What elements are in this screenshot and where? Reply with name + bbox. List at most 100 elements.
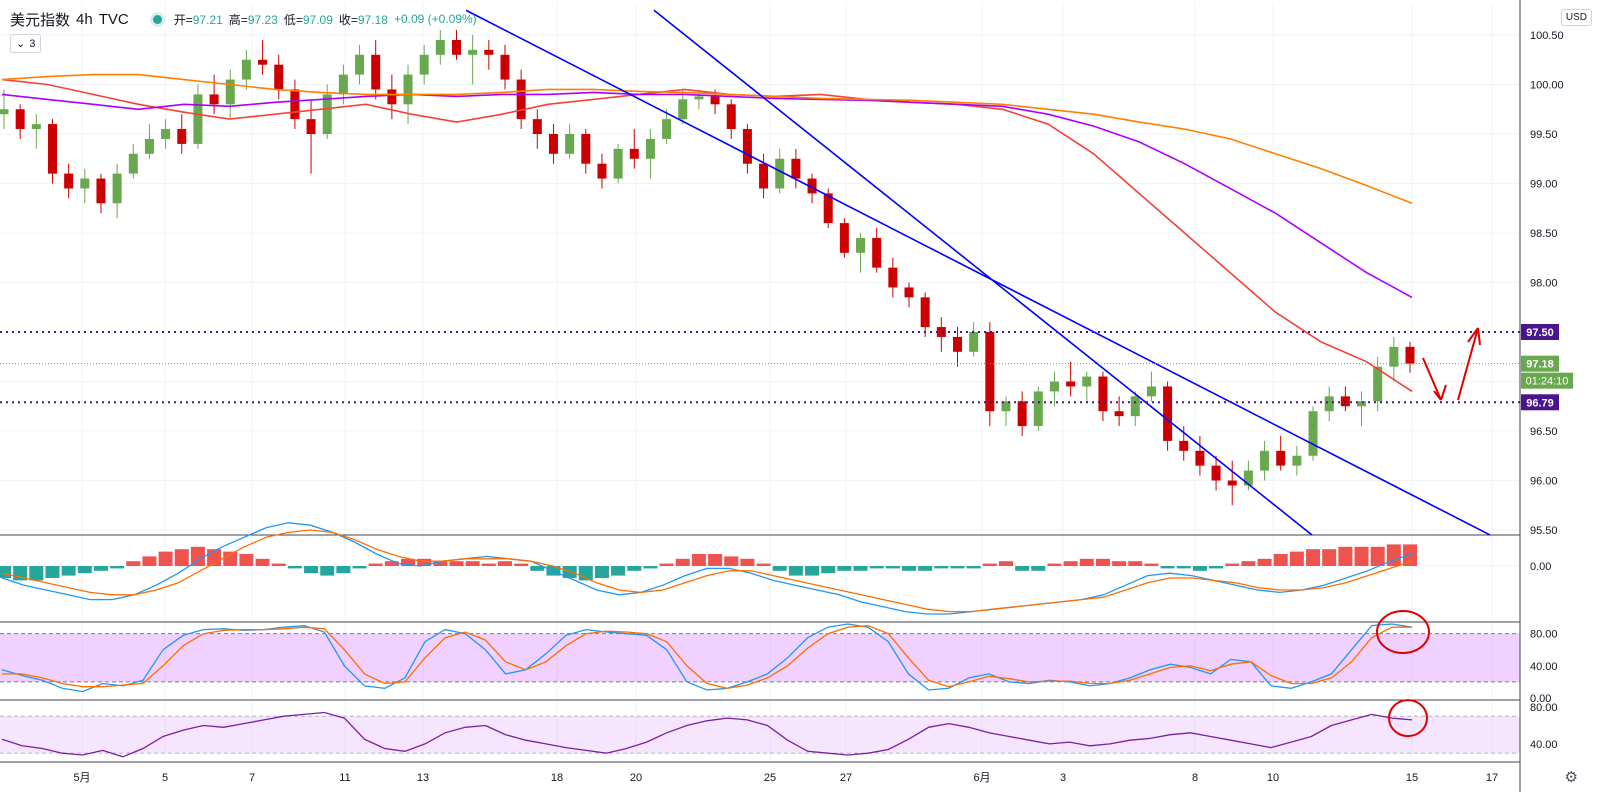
candle-body <box>807 178 817 194</box>
key-level-badge <box>1521 324 1559 340</box>
indicator-toggle-button[interactable]: ⌄ 3 <box>10 34 42 53</box>
candle-body <box>15 109 25 130</box>
macd-histogram-bar <box>1095 558 1110 566</box>
interval-label[interactable]: 4h <box>76 10 93 28</box>
rsi-tick-label: 80.00 <box>1530 702 1558 714</box>
candle-body <box>936 327 946 337</box>
candle-body <box>484 49 494 55</box>
candle-body <box>80 178 90 189</box>
price-tick-label: 100.00 <box>1530 80 1564 92</box>
macd-histogram-bar <box>1306 549 1321 566</box>
macd-histogram-bar <box>158 551 173 566</box>
macd-histogram-bar <box>1354 546 1369 566</box>
time-axis[interactable]: 5月 5 7 11 13 18 20 25 27 6月 3 8 10 15 17 <box>73 772 1498 784</box>
candle-body <box>1243 470 1253 486</box>
candle-body <box>1001 401 1011 412</box>
macd-histogram-bar <box>239 554 254 566</box>
chart-header: 美元指数 4h TVC 开=97.21 高=97.23 低=97.09 收=97… <box>10 9 483 29</box>
macd-histogram-bar <box>1225 563 1240 566</box>
stochastic-tick-label: 0.00 <box>1530 693 1551 705</box>
candle-body <box>1017 401 1027 427</box>
candle-body <box>355 54 365 75</box>
candle-body <box>888 267 898 288</box>
price-tick-label: 99.00 <box>1530 179 1558 191</box>
macd-histogram-bar <box>1257 558 1272 566</box>
candle-body <box>306 119 316 134</box>
symbol-name[interactable]: 美元指数 <box>10 11 71 29</box>
candle-body <box>290 89 300 120</box>
candle-body <box>1357 401 1367 407</box>
macd-histogram-bar <box>384 561 399 566</box>
candle-body <box>726 104 736 130</box>
macd-histogram-bar <box>611 566 626 576</box>
time-tick-label: 6月 <box>973 772 990 784</box>
candle-body <box>452 39 462 55</box>
key-level-label: 96.79 <box>1526 397 1554 409</box>
rsi-pane[interactable] <box>0 699 1520 758</box>
price-pane[interactable] <box>0 9 1520 536</box>
macd-histogram-bar <box>643 566 658 569</box>
candle-body <box>371 54 381 90</box>
last-price-label: 97.18 <box>1526 359 1554 371</box>
macd-pane[interactable] <box>0 522 1417 615</box>
macd-histogram-bar <box>320 566 335 576</box>
macd-histogram-bar <box>0 566 11 578</box>
macd-histogram-bar <box>708 554 723 566</box>
time-tick-label: 5 <box>162 772 168 784</box>
macd-histogram-bar <box>594 566 609 578</box>
macd-histogram-bar <box>982 563 997 566</box>
rsi-tick-label: 40.00 <box>1530 739 1558 751</box>
candle-body <box>565 134 575 154</box>
macd-histogram-bar <box>174 549 189 566</box>
candle-body <box>904 287 914 298</box>
macd-histogram-bar <box>29 566 44 581</box>
key-level-badge <box>1521 394 1559 411</box>
candle-body <box>969 332 979 352</box>
candle-body <box>839 223 849 253</box>
candle-body <box>225 79 235 105</box>
macd-histogram-bar <box>271 563 286 566</box>
macd-histogram-bar <box>1386 544 1401 566</box>
price-tick-label: 96.50 <box>1530 426 1558 438</box>
macd-histogram-bar <box>788 566 803 576</box>
ohlc-open: 开=97.21 <box>173 12 223 27</box>
macd-histogram-bar <box>417 558 432 566</box>
macd-histogram-bar <box>1160 566 1175 569</box>
candle-body <box>1179 440 1189 451</box>
channel-lower-line <box>653 9 1313 536</box>
macd-histogram-bar <box>756 563 771 566</box>
time-tick-label: 15 <box>1406 772 1418 784</box>
macd-histogram-bar <box>514 563 529 566</box>
candle-body <box>613 148 623 179</box>
macd-histogram-bar <box>1144 563 1159 566</box>
gear-icon[interactable]: ⚙ <box>1564 769 1578 786</box>
time-tick-label: 7 <box>249 772 255 784</box>
price-tick-label: 100.50 <box>1530 30 1564 42</box>
stochastic-tick-label: 40.00 <box>1530 661 1558 673</box>
macd-histogram-bar <box>142 556 157 566</box>
candle-body <box>193 94 203 144</box>
price-tick-label: 98.50 <box>1530 228 1558 240</box>
time-tick-label: 17 <box>1486 772 1498 784</box>
macd-histogram-bar <box>497 561 512 566</box>
candle-body <box>791 158 801 179</box>
candle-body <box>209 94 219 105</box>
candle-body <box>258 59 268 65</box>
macd-histogram-bar <box>255 558 270 566</box>
stochastic-pane[interactable] <box>0 610 1520 693</box>
candle-body <box>662 119 672 139</box>
channel-upper-line <box>465 9 1491 536</box>
macd-histogram-bar <box>902 566 917 571</box>
macd-histogram-bar <box>805 566 820 576</box>
currency-label[interactable]: USD <box>1560 9 1592 26</box>
candle-body <box>1373 366 1383 402</box>
macd-histogram-bar <box>433 561 448 566</box>
macd-histogram-bar <box>724 556 739 566</box>
ohlc-low: 低=97.09 <box>283 12 333 27</box>
macd-histogram-bar <box>1273 554 1288 566</box>
candle-body <box>629 148 639 159</box>
stochastic-d-line <box>2 624 1412 689</box>
price-axis[interactable]: 100.50 100.00 99.50 99.00 98.50 98.00 97.50 97.… <box>1521 30 1573 751</box>
candle-body <box>694 96 704 100</box>
